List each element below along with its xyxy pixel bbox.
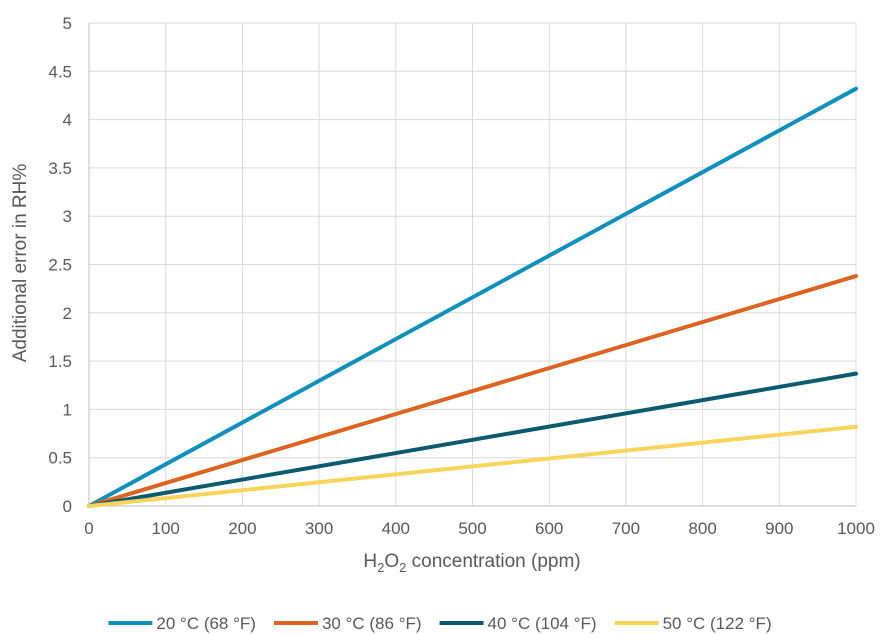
y-tick-label: 0.5 (48, 449, 72, 468)
x-axis-title: H2O2 concentration (ppm) (363, 551, 580, 575)
y-axis-title: Additional error in RH% (10, 164, 31, 363)
legend-item: 20 °C (68 °F) (108, 614, 256, 633)
series-line-1 (87, 86, 858, 508)
legend: 20 °C (68 °F) 30 °C (86 °F) 40 °C (104 °F)… (108, 614, 772, 633)
y-tick-labels: 0 0.5 1 1.5 2 2.5 3 3.5 4 4.5 5 (48, 14, 72, 516)
series-line-3 (87, 371, 858, 508)
legend-label: 50 °C (122 °F) (663, 614, 772, 633)
x-tick-label: 500 (458, 519, 486, 538)
y-tick-label: 1.5 (48, 352, 72, 371)
y-tick-label: 0 (63, 497, 72, 516)
x-tick-label: 300 (305, 519, 333, 538)
legend-label: 20 °C (68 °F) (156, 614, 256, 633)
x-tick-label: 0 (84, 519, 93, 538)
axes (88, 23, 856, 507)
y-tick-label: 2.5 (48, 256, 72, 275)
y-tick-label: 5 (63, 14, 72, 33)
x-tick-labels: 0 100 200 300 400 500 600 700 800 900 1000 (84, 519, 875, 538)
legend-item: 30 °C (86 °F) (273, 614, 422, 633)
x-tick-label: 200 (228, 519, 256, 538)
y-tick-label: 4 (63, 111, 72, 130)
x-tick-label: 600 (535, 519, 563, 538)
y-tick-label: 2 (63, 304, 72, 323)
legend-item: 40 °C (104 °F) (439, 614, 597, 633)
x-tick-label: 700 (612, 519, 640, 538)
legend-item: 50 °C (122 °F) (614, 614, 772, 633)
legend-label: 30 °C (86 °F) (322, 614, 422, 633)
x-tick-label: 100 (152, 519, 180, 538)
gridlines (89, 22, 857, 506)
legend-label: 40 °C (104 °F) (488, 614, 597, 633)
series-line-2 (87, 274, 858, 508)
series-lines (87, 86, 858, 508)
x-tick-label: 1000 (837, 519, 875, 538)
y-tick-label: 3 (63, 207, 72, 226)
series-line-4 (87, 424, 858, 508)
x-tick-label: 900 (765, 519, 793, 538)
y-tick-label: 3.5 (48, 159, 72, 178)
y-tick-label: 1 (63, 400, 72, 419)
x-tick-label: 800 (688, 519, 716, 538)
x-tick-label: 400 (382, 519, 410, 538)
y-tick-label: 4.5 (48, 62, 72, 81)
